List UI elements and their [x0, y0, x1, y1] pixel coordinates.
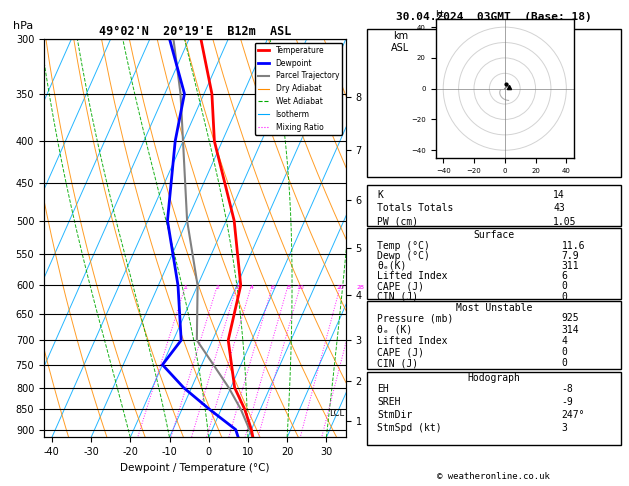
Text: 247°: 247° [561, 410, 585, 420]
Text: 0: 0 [561, 347, 567, 357]
Text: 10: 10 [296, 285, 304, 291]
Text: 30.04.2024  03GMT  (Base: 18): 30.04.2024 03GMT (Base: 18) [396, 12, 592, 22]
Bar [367, 185, 621, 226]
Text: θₑ(K): θₑ(K) [377, 261, 407, 271]
Text: CIN (J): CIN (J) [377, 358, 418, 368]
Text: Hodograph: Hodograph [467, 373, 520, 383]
Text: -9: -9 [561, 397, 573, 407]
Text: StmDir: StmDir [377, 410, 413, 420]
Text: Lifted Index: Lifted Index [377, 271, 448, 281]
Bar [367, 372, 621, 445]
Text: Totals Totals: Totals Totals [377, 203, 454, 213]
Text: 925: 925 [561, 313, 579, 324]
Text: 4: 4 [561, 336, 567, 346]
Text: Pressure (mb): Pressure (mb) [377, 313, 454, 324]
Text: 14: 14 [554, 190, 565, 200]
Bar [367, 228, 621, 299]
Text: K: K [377, 190, 383, 200]
Text: Surface: Surface [473, 230, 515, 240]
Text: SREH: SREH [377, 397, 401, 407]
Text: Lifted Index: Lifted Index [377, 336, 448, 346]
Text: -8: -8 [561, 384, 573, 394]
Y-axis label: km
ASL: km ASL [391, 31, 409, 52]
Text: 314: 314 [561, 325, 579, 335]
Text: CAPE (J): CAPE (J) [377, 281, 425, 292]
Bar [367, 301, 621, 369]
Text: 11.6: 11.6 [561, 241, 585, 251]
Text: 1: 1 [184, 285, 187, 291]
Text: © weatheronline.co.uk: © weatheronline.co.uk [437, 472, 550, 481]
X-axis label: Dewpoint / Temperature (°C): Dewpoint / Temperature (°C) [120, 463, 270, 473]
Text: 4: 4 [250, 285, 253, 291]
Text: PW (cm): PW (cm) [377, 217, 418, 227]
Text: CIN (J): CIN (J) [377, 292, 418, 302]
Text: Most Unstable: Most Unstable [455, 303, 532, 313]
Text: 6: 6 [561, 271, 567, 281]
Text: StmSpd (kt): StmSpd (kt) [377, 423, 442, 434]
Text: 2: 2 [215, 285, 220, 291]
Text: LCL: LCL [329, 409, 344, 418]
Text: 43: 43 [554, 203, 565, 213]
Text: 0: 0 [561, 281, 567, 292]
Text: 6: 6 [270, 285, 274, 291]
Title: 49°02'N  20°19'E  B12m  ASL: 49°02'N 20°19'E B12m ASL [99, 25, 291, 38]
Text: CAPE (J): CAPE (J) [377, 347, 425, 357]
Text: Dewp (°C): Dewp (°C) [377, 251, 430, 261]
Text: 1.05: 1.05 [554, 217, 577, 227]
Text: 7.9: 7.9 [561, 251, 579, 261]
Text: kt: kt [435, 10, 445, 19]
Bar [367, 29, 621, 177]
Text: 3: 3 [561, 423, 567, 434]
Text: Temp (°C): Temp (°C) [377, 241, 430, 251]
Y-axis label: hPa: hPa [13, 21, 33, 31]
Text: EH: EH [377, 384, 389, 394]
Text: 0: 0 [561, 358, 567, 368]
Text: 311: 311 [561, 261, 579, 271]
Text: 3: 3 [235, 285, 239, 291]
Text: 28: 28 [357, 285, 365, 291]
Text: 8: 8 [286, 285, 290, 291]
Legend: Temperature, Dewpoint, Parcel Trajectory, Dry Adiabat, Wet Adiabat, Isotherm, Mi: Temperature, Dewpoint, Parcel Trajectory… [255, 43, 342, 135]
Text: 20: 20 [337, 285, 345, 291]
Text: θₑ (K): θₑ (K) [377, 325, 413, 335]
Text: 0: 0 [561, 292, 567, 302]
